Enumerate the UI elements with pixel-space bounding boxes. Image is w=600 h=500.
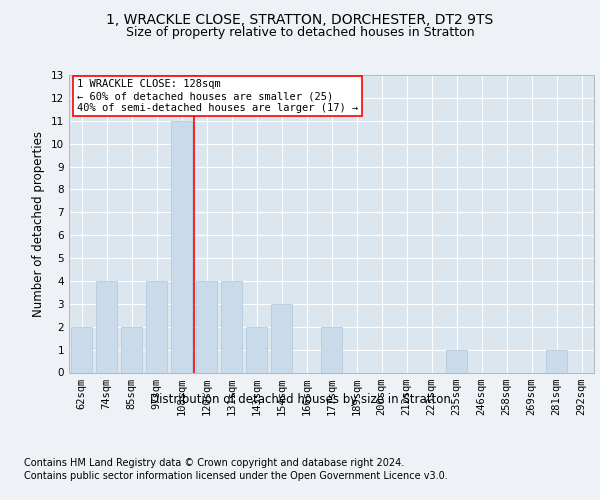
Bar — [196, 281, 217, 372]
Bar — [221, 281, 242, 372]
Text: Distribution of detached houses by size in Stratton: Distribution of detached houses by size … — [149, 392, 451, 406]
Bar — [446, 350, 467, 372]
Y-axis label: Number of detached properties: Number of detached properties — [32, 130, 46, 317]
Bar — [546, 350, 567, 372]
Text: Contains HM Land Registry data © Crown copyright and database right 2024.: Contains HM Land Registry data © Crown c… — [24, 458, 404, 468]
Text: Contains public sector information licensed under the Open Government Licence v3: Contains public sector information licen… — [24, 471, 448, 481]
Text: 1, WRACKLE CLOSE, STRATTON, DORCHESTER, DT2 9TS: 1, WRACKLE CLOSE, STRATTON, DORCHESTER, … — [106, 12, 494, 26]
Bar — [321, 326, 342, 372]
Text: Size of property relative to detached houses in Stratton: Size of property relative to detached ho… — [125, 26, 475, 39]
Bar — [96, 281, 117, 372]
Bar — [146, 281, 167, 372]
Bar — [246, 326, 267, 372]
Bar — [71, 326, 92, 372]
Bar — [121, 326, 142, 372]
Bar — [271, 304, 292, 372]
Text: 1 WRACKLE CLOSE: 128sqm
← 60% of detached houses are smaller (25)
40% of semi-de: 1 WRACKLE CLOSE: 128sqm ← 60% of detache… — [77, 80, 358, 112]
Bar — [171, 121, 192, 372]
